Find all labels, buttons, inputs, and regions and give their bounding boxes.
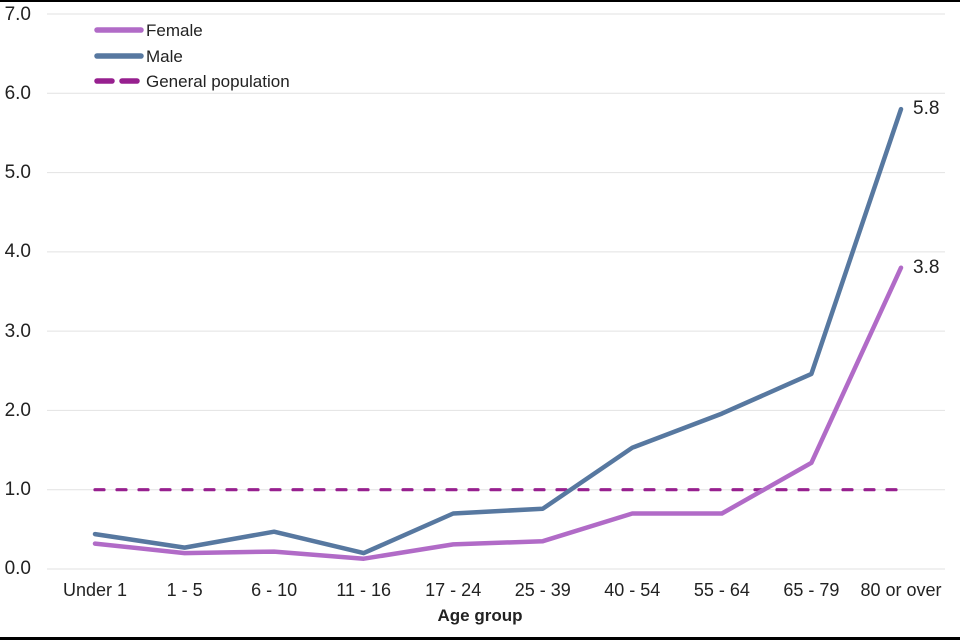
svg-text:5.8: 5.8 bbox=[913, 98, 939, 119]
svg-text:3.8: 3.8 bbox=[913, 257, 939, 278]
